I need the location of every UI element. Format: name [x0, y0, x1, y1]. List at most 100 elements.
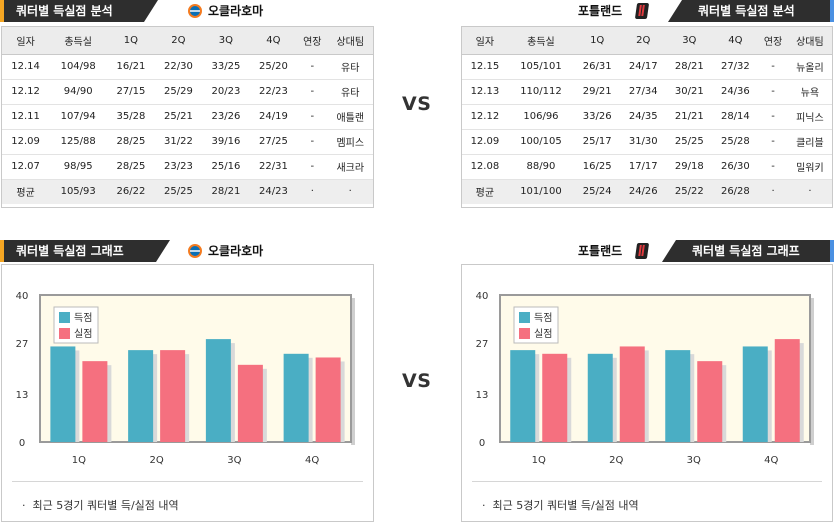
legend-label: 득점	[534, 312, 552, 324]
left-analysis-tab[interactable]: 쿼터별 득실점 분석	[4, 0, 158, 22]
table-row: 12.14 104/98 16/21 22/30 33/25 25/20- 유타	[2, 54, 373, 80]
table-cell: 25/29	[154, 79, 203, 105]
table-cell: 31/22	[154, 129, 203, 155]
table-cell: 25/17	[574, 129, 621, 155]
legend-swatch	[519, 312, 530, 323]
table-cell: -	[297, 129, 328, 155]
table-cell: 25/21	[154, 104, 203, 130]
table-cell: 27/15	[107, 79, 155, 105]
table-cell: 29/18	[666, 154, 713, 180]
bullet-icon: ·	[22, 499, 26, 512]
column-header: 일자	[462, 27, 508, 55]
table-cell: 24/35	[620, 104, 667, 130]
table-cell: ·	[297, 179, 328, 204]
right-graph-tab[interactable]: 쿼터별 득실점 그래프	[662, 240, 830, 262]
column-header: 상대팀	[787, 27, 832, 55]
table-cell: 28/21	[666, 54, 713, 80]
bar-allowed	[82, 361, 108, 442]
table-cell: 유타	[327, 54, 373, 80]
left-graph-accent-bar	[0, 240, 4, 262]
legend-swatch	[59, 312, 70, 323]
table-cell: -	[297, 79, 328, 105]
table-cell: 12.07	[2, 154, 50, 180]
table-cell: 88/90	[507, 154, 575, 180]
bar-scored	[665, 350, 691, 442]
plot-shadow	[351, 298, 355, 445]
bar-allowed	[619, 346, 645, 442]
table-cell: -	[758, 129, 788, 155]
left-chart-caption: · 최근 5경기 쿼터별 득/실점 내역	[22, 497, 179, 513]
table-cell: 25/25	[154, 179, 203, 204]
table-cell: 25/16	[202, 154, 250, 180]
table-cell: 24/26	[620, 179, 667, 204]
table-cell: 20/23	[202, 79, 250, 105]
legend-swatch	[59, 328, 70, 339]
average-row: 평균 101/100 25/24 24/26 25/22 26/28 · ·	[462, 179, 832, 204]
table-cell: 25/25	[666, 129, 713, 155]
bar-scored	[128, 350, 154, 442]
y-tick-label: 27	[16, 339, 29, 350]
table-row: 12.07 98/95 28/25 23/23 25/16 22/31- 새크라	[2, 154, 373, 180]
legend-label: 실점	[74, 328, 92, 340]
table-cell: 21/21	[666, 104, 713, 130]
table-cell: 25/28	[712, 129, 759, 155]
bar-scored	[205, 339, 231, 442]
right-stats-table-panel: 일자 총득실 1Q 2Q 3Q 4Q 연장 상대팀 12.15 105/101 26/31 24/1…	[461, 26, 833, 208]
legend-label: 실점	[534, 328, 552, 340]
table-cell: 28/25	[107, 154, 155, 180]
table-row: 12.13 110/112 29/21 27/34 30/21 24/36- 뉴욕	[462, 79, 832, 105]
table-cell: 24/19	[249, 104, 298, 130]
y-tick-label: 27	[476, 339, 489, 350]
right-graph-team-name: 포틀랜드	[578, 244, 623, 258]
table-cell: 17/17	[620, 154, 667, 180]
table-cell: ·	[327, 179, 373, 204]
right-graph-tab-title: 쿼터별 득실점 그래프	[692, 244, 800, 258]
right-chart-caption-text: 최근 5경기 쿼터별 득/실점 내역	[492, 499, 639, 512]
table-cell: 24/17	[620, 54, 667, 80]
x-tick-label: 2Q	[150, 455, 164, 466]
bar-allowed	[237, 364, 263, 442]
divider	[472, 481, 822, 482]
right-stats-table: 일자 총득실 1Q 2Q 3Q 4Q 연장 상대팀 12.15 105/101 26/31 24/1…	[462, 27, 832, 204]
column-header: 1Q	[107, 27, 155, 55]
table-cell: 33/26	[574, 104, 621, 130]
table-cell: 유타	[327, 79, 373, 105]
thunder-logo-icon	[188, 244, 202, 258]
table-cell: 94/90	[49, 79, 108, 105]
column-header: 총득실	[507, 27, 575, 55]
table-cell: -	[758, 104, 788, 130]
table-row: 12.12 106/96 33/26 24/35 21/21 28/14- 피닉스	[462, 104, 832, 130]
table-cell: -	[297, 104, 328, 130]
x-tick-label: 4Q	[764, 455, 778, 466]
table-cell: 105/101	[507, 54, 575, 80]
table-cell: 98/95	[49, 154, 108, 180]
table-cell: 새크라	[327, 154, 373, 180]
table-cell: 12.15	[462, 54, 508, 80]
table-cell: ·	[758, 179, 788, 204]
table-cell: 피닉스	[787, 104, 832, 130]
left-graph-tab[interactable]: 쿼터별 득실점 그래프	[4, 240, 170, 262]
y-tick-label: 0	[479, 438, 485, 449]
blazers-logo-icon	[634, 3, 650, 19]
right-analysis-tab[interactable]: 쿼터별 득실점 분석	[668, 0, 830, 22]
table-cell: -	[758, 54, 788, 80]
left-chart-panel: 0 13 27 40 1Q 2Q 3Q 4Q 득점 실점 · 최근 5경기 쿼터별 득/실점 내역	[1, 264, 374, 522]
table-cell: 23/26	[202, 104, 250, 130]
bar-allowed	[315, 357, 341, 442]
table-row: 12.08 88/90 16/25 17/17 29/18 26/30- 밀워키	[462, 154, 832, 180]
table-cell: 104/98	[49, 54, 108, 80]
table-cell: 110/112	[507, 79, 575, 105]
table-cell: 27/25	[249, 129, 298, 155]
table-cell: 뉴욕	[787, 79, 832, 105]
table-cell: 평균	[2, 179, 50, 204]
table-cell: 22/31	[249, 154, 298, 180]
table-row: 12.15 105/101 26/31 24/17 28/21 27/32- 뉴올리	[462, 54, 832, 80]
right-chart-caption: · 최근 5경기 쿼터별 득/실점 내역	[482, 497, 639, 513]
bar-scored	[510, 350, 536, 442]
table-cell: 클리블	[787, 129, 832, 155]
left-analysis-tab-title: 쿼터별 득실점 분석	[16, 4, 113, 18]
table-cell: -	[297, 154, 328, 180]
column-header: 총득실	[49, 27, 108, 55]
table-cell: 12.08	[462, 154, 508, 180]
